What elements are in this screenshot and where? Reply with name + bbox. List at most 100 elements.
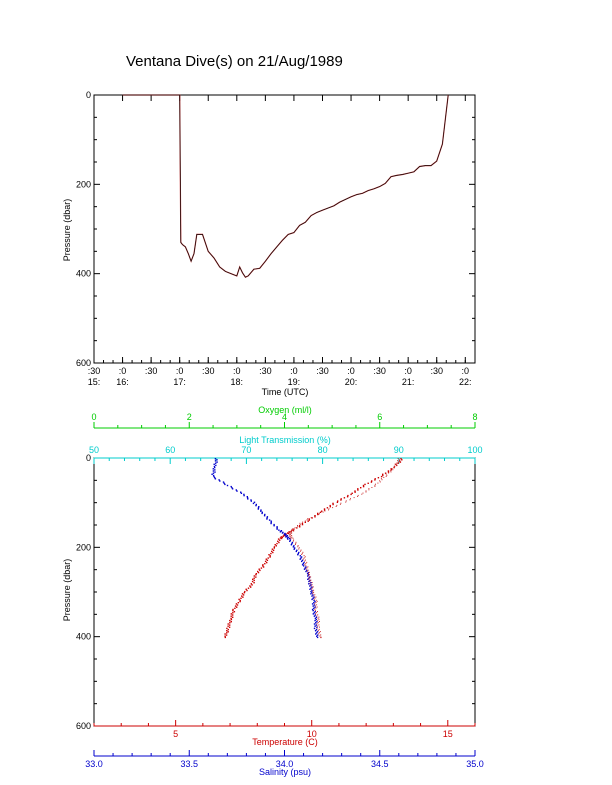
oxygen-point (357, 496, 359, 497)
oxygen-point (381, 479, 383, 481)
oxygen-point (303, 557, 305, 559)
temperature-point (275, 545, 277, 547)
oxygen-point (313, 592, 315, 593)
oxygen-point (313, 598, 315, 600)
oxygen-point (317, 614, 319, 616)
temperature-point (401, 459, 403, 461)
oxygen-point (396, 462, 398, 464)
salinity-point (284, 534, 286, 536)
salinity-point (313, 602, 315, 604)
oxygen-point (297, 546, 299, 548)
salinity-point (316, 631, 319, 633)
temperature-point (299, 526, 301, 528)
oxygen-point (319, 621, 320, 622)
oxygen-point (289, 536, 291, 538)
top-y-axis: 0 200 400 600 (76, 90, 475, 368)
temperature-point (229, 619, 231, 622)
oxygen-point (303, 555, 305, 557)
oxygen-point (316, 623, 318, 625)
oxygen-tick-label: 4 (282, 412, 287, 422)
temperature-point (239, 600, 241, 603)
oxygen-point (304, 560, 306, 562)
oxygen-point (295, 542, 297, 544)
temperature-point (272, 549, 275, 551)
temperature-point (323, 509, 326, 511)
x-tick-minute: :30 (259, 366, 272, 376)
salinity-axis-label: Salinity (psu) (259, 767, 311, 777)
temperature-point (398, 460, 401, 462)
temperature-point (370, 481, 373, 483)
temperature-point (278, 541, 280, 544)
oxygen-point (311, 587, 313, 589)
salinity-point (261, 511, 263, 513)
temperature-point (266, 559, 269, 561)
salinity-point (297, 552, 299, 555)
oxygen-point (309, 577, 311, 579)
oxygen-point (315, 596, 317, 598)
salinity-point (313, 627, 316, 630)
temperature-point (329, 506, 331, 508)
salinity-point (307, 571, 309, 574)
oxygen-point (319, 626, 320, 628)
oxygen-point (328, 509, 329, 511)
temperature-point (360, 487, 362, 489)
temperature-point (229, 622, 231, 624)
x-tick-minute: :0 (176, 366, 184, 376)
salinity-point (311, 592, 313, 594)
salinity-point (215, 464, 217, 467)
temperature-point (321, 510, 323, 512)
oxygen-point (314, 594, 316, 596)
top-x-axis-label: Time (UTC) (262, 387, 309, 397)
temperature-point (227, 628, 229, 631)
salinity-point (316, 626, 318, 628)
y-tick-label: 0 (86, 453, 91, 463)
salinity-point (250, 499, 252, 501)
oxygen-point (317, 630, 319, 631)
salinity-point (224, 483, 226, 486)
light-transmission-tick-label: 70 (241, 445, 251, 455)
salinity-point (290, 544, 293, 546)
top-x-axis: :3015::016::30:017::30:018::30:019::30:0… (88, 95, 472, 387)
salinity-point (297, 554, 299, 556)
oxygen-point (349, 499, 351, 501)
temperature-point (380, 475, 383, 478)
temperature-point (270, 552, 272, 555)
temperature-point (237, 602, 239, 604)
salinity-point (310, 590, 312, 593)
salinity-point (306, 569, 308, 572)
oxygen-point (316, 606, 318, 608)
oxygen-point (380, 478, 382, 480)
oxygen-point (300, 550, 301, 552)
salinity-point (257, 507, 260, 509)
oxygen-point (386, 474, 388, 476)
x-tick-minute: :30 (145, 366, 158, 376)
bottom-y-axis: 0 200 400 600 (76, 453, 475, 731)
salinity-axis: 33.0 33.5 34.0 34.5 35.0 (85, 750, 484, 769)
salinity-point (310, 584, 312, 586)
salinity-point (264, 513, 266, 516)
salinity-point (311, 589, 313, 592)
oxygen-point (307, 518, 309, 520)
salinity-point (313, 599, 315, 602)
temperature-point (332, 502, 334, 505)
salinity-point (231, 488, 234, 490)
oxygen-point (311, 584, 313, 586)
oxygen-series (289, 458, 400, 639)
oxygen-point (292, 530, 294, 531)
salinity-point (215, 462, 217, 464)
salinity-point (303, 565, 305, 567)
oxygen-point (290, 538, 292, 540)
temperature-point (230, 617, 232, 620)
oxygen-point (312, 590, 314, 592)
oxygen-point (289, 534, 290, 536)
salinity-point (212, 472, 215, 474)
salinity-point (311, 586, 313, 588)
temperature-point (234, 605, 237, 607)
temperature-point (225, 634, 228, 636)
temperature-point (364, 483, 366, 486)
temperature-point (374, 478, 376, 480)
salinity-point (315, 633, 317, 635)
salinity-point (235, 489, 237, 491)
